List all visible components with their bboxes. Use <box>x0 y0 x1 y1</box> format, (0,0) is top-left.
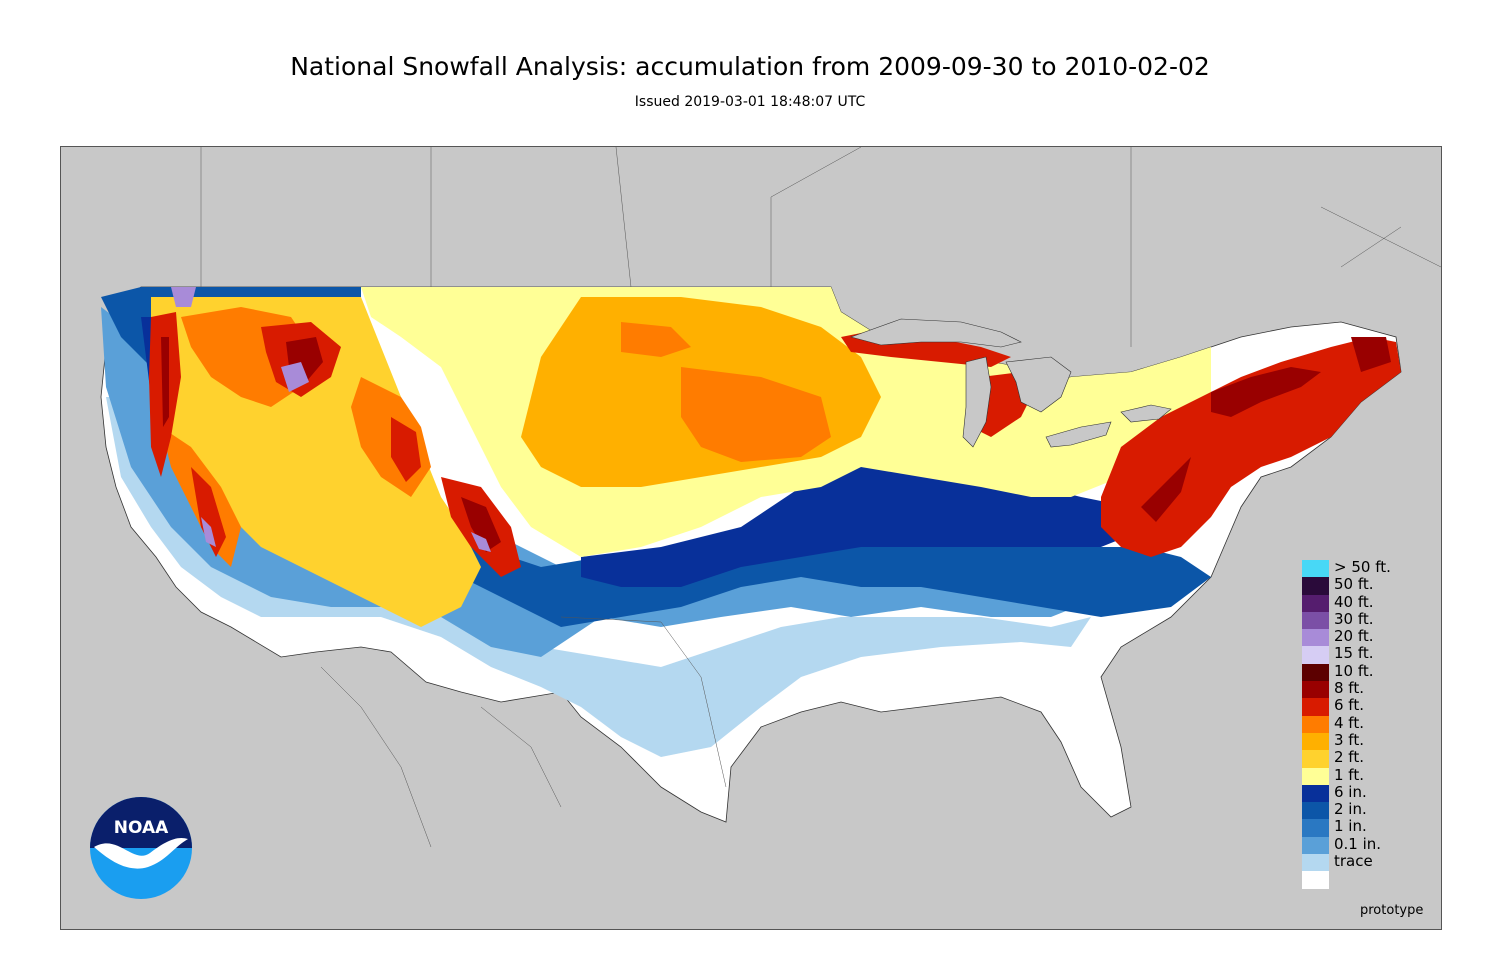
borders <box>200 147 1441 848</box>
zone-northeast-8ft <box>1141 337 1391 522</box>
map-canvas <box>100 147 1441 848</box>
legend-swatch <box>1302 646 1329 664</box>
legend-item: 6 in. <box>1302 782 1422 803</box>
legend-swatch <box>1302 871 1329 889</box>
zone-northeast-heavy <box>1101 337 1401 557</box>
legend-label: 4 ft. <box>1334 713 1364 732</box>
zone-rockies-6ft <box>149 312 521 577</box>
lake-superior <box>849 318 1022 348</box>
legend-label: 1 in. <box>1334 817 1367 836</box>
legend-item: 1 ft. <box>1302 765 1422 785</box>
legend-label: 1 ft. <box>1334 765 1364 784</box>
legend-label: > 50 ft. <box>1334 558 1391 576</box>
legend-swatch <box>1302 594 1329 612</box>
legend-label: 50 ft. <box>1334 575 1374 594</box>
legend-item: 3 ft. <box>1302 730 1422 751</box>
legend-item: 50 ft. <box>1302 575 1422 595</box>
legend-label: 3 ft. <box>1334 730 1364 749</box>
legend-item <box>1302 871 1422 889</box>
legend-label: 30 ft. <box>1334 609 1374 628</box>
legend-label: 6 in. <box>1334 782 1367 801</box>
noaa-logo: NOAA <box>88 795 194 901</box>
legend-item: 15 ft. <box>1302 644 1422 664</box>
issued-timestamp: Issued 2019-03-01 18:48:07 UTC <box>634 94 866 110</box>
legend-label: 6 ft. <box>1334 696 1364 715</box>
legend-item: 6 ft. <box>1302 696 1422 716</box>
legend-item: 1 in. <box>1302 817 1422 837</box>
legend-item: > 50 ft. <box>1302 558 1422 578</box>
lake-michigan <box>962 356 992 448</box>
legend-swatch <box>1302 629 1329 647</box>
legend-item: 2 ft. <box>1302 748 1422 768</box>
legend-swatch <box>1302 767 1329 785</box>
lake-erie <box>1045 421 1112 448</box>
snowfall-map <box>60 146 1442 930</box>
legend-label: 10 ft. <box>1334 661 1374 680</box>
prototype-note: prototype <box>1360 903 1424 918</box>
legend-item: trace <box>1302 852 1422 872</box>
legend-item: 2 in. <box>1302 800 1422 820</box>
zone-4ft-midwest <box>621 322 831 462</box>
legend-item: 4 ft. <box>1302 713 1422 733</box>
legend-swatch <box>1302 577 1329 595</box>
chart-title: National Snowfall Analysis: accumulation… <box>290 52 1210 81</box>
legend-swatch <box>1302 732 1329 751</box>
legend-item: 40 ft. <box>1302 592 1422 612</box>
zone-rockies-4ft <box>161 307 431 567</box>
color-legend: > 50 ft. 50 ft. 40 ft. 30 ft. 20 ft. 15 ft. 10… <box>1302 558 1422 889</box>
lake-ontario <box>1120 404 1172 423</box>
legend-label: 0.1 in. <box>1334 834 1382 853</box>
legend-label: trace <box>1334 852 1373 871</box>
logo-wordmark: NOAA <box>114 818 169 838</box>
legend-label: 2 ft. <box>1334 748 1364 767</box>
legend-swatch <box>1302 560 1329 578</box>
legend-swatch <box>1302 611 1329 630</box>
legend-item: 20 ft. <box>1302 627 1422 647</box>
legend-swatch <box>1302 663 1329 682</box>
legend-swatch <box>1302 698 1329 716</box>
legend-swatch <box>1302 715 1329 733</box>
zone-rockies-15ft <box>171 287 491 552</box>
legend-label: 40 ft. <box>1334 592 1374 611</box>
legend-item: 30 ft. <box>1302 609 1422 630</box>
legend-swatch <box>1302 784 1329 803</box>
legend-label: 20 ft. <box>1334 627 1374 646</box>
legend-label: 2 in. <box>1334 800 1367 819</box>
legend-item: 10 ft. <box>1302 661 1422 682</box>
legend-label: 8 ft. <box>1334 679 1364 698</box>
zone-1ft <box>141 297 1151 587</box>
legend-swatch <box>1302 836 1329 855</box>
legend-swatch <box>1302 854 1329 872</box>
legend-item: 8 ft. <box>1302 679 1422 699</box>
legend-label: 15 ft. <box>1334 644 1374 663</box>
legend-swatch <box>1302 819 1329 837</box>
legend-item: 0.1 in. <box>1302 834 1422 855</box>
legend-swatch <box>1302 750 1329 768</box>
legend-swatch <box>1302 802 1329 820</box>
lake-huron <box>1005 356 1072 413</box>
legend-swatch <box>1302 681 1329 699</box>
